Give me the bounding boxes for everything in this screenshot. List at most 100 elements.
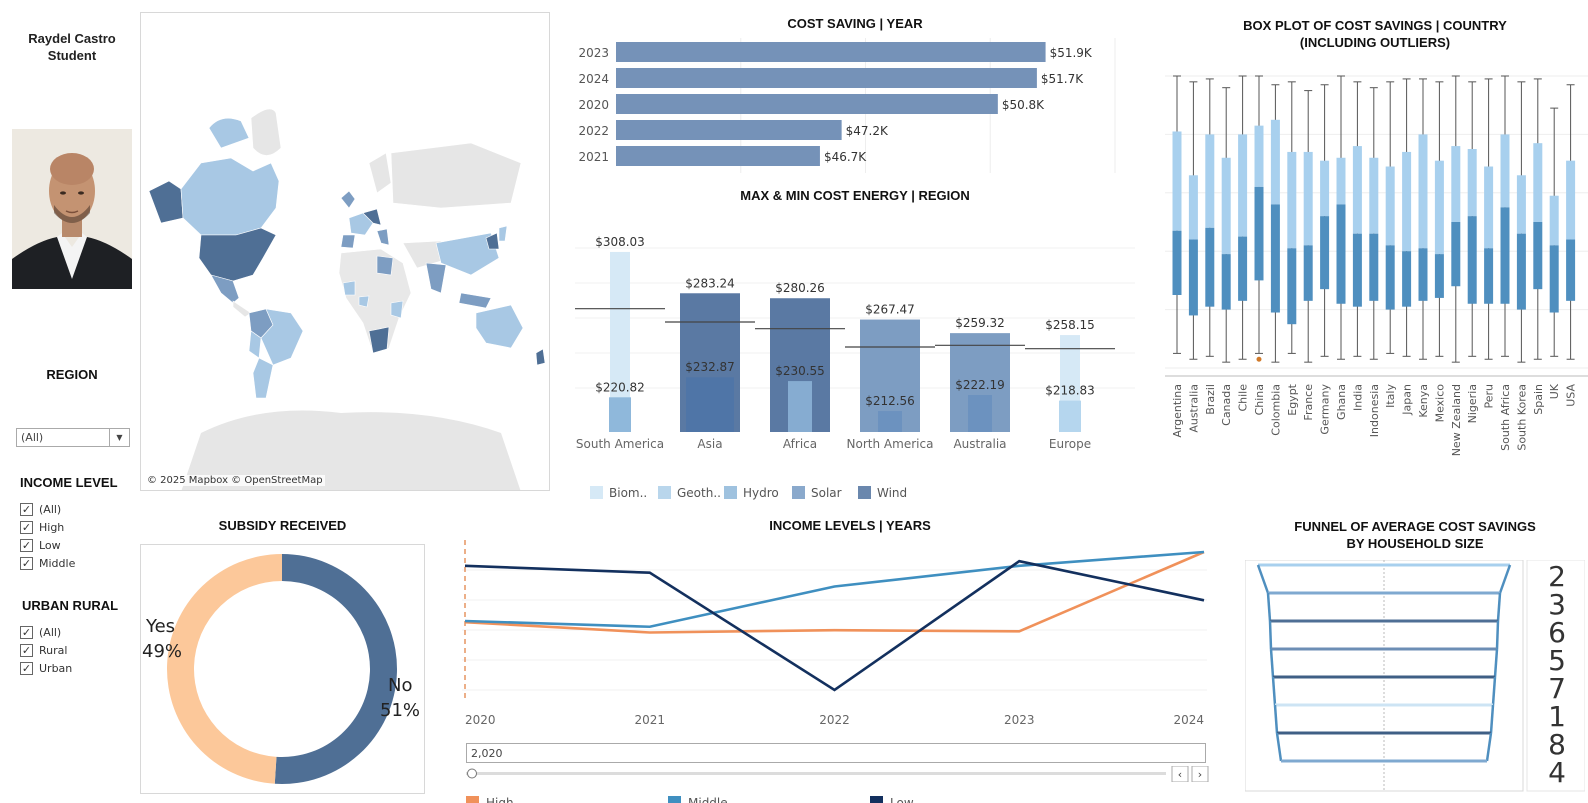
funnel-side-line bbox=[1275, 732, 1283, 762]
region-max-label: $267.47 bbox=[865, 303, 915, 317]
region-min-bar bbox=[686, 377, 734, 432]
funnel-frame bbox=[1245, 560, 1524, 792]
checkbox-checked-icon[interactable]: ✓ bbox=[20, 503, 33, 516]
income-x-tick-label: 2022 bbox=[819, 713, 850, 727]
boxplot-category-label: Chile bbox=[1237, 384, 1250, 412]
cost-saving-bar bbox=[616, 42, 1046, 62]
world-map[interactable]: © 2025 Mapbox © OpenStreetMap bbox=[140, 12, 550, 491]
cost-saving-category-label: 2022 bbox=[578, 124, 609, 138]
boxplot-category-label: Brazil bbox=[1204, 384, 1217, 415]
boxplot-lower-box bbox=[1320, 216, 1330, 290]
cost-saving-value-label: $46.7K bbox=[824, 150, 867, 164]
boxplot-upper-box bbox=[1238, 134, 1248, 237]
funnel-side-line bbox=[1256, 564, 1270, 594]
checkbox-checked-icon[interactable]: ✓ bbox=[20, 662, 33, 675]
region-max-label: $280.26 bbox=[775, 281, 825, 295]
income-option-label: Low bbox=[39, 539, 61, 552]
funnel-side-line bbox=[1485, 732, 1493, 762]
funnel-side-line bbox=[1269, 648, 1275, 678]
boxplot-lower-box bbox=[1336, 204, 1346, 304]
year-slider-value: 2,020 bbox=[471, 747, 503, 760]
boxplot-lower-box bbox=[1238, 236, 1248, 301]
region-dropdown[interactable]: (All) ▼ bbox=[16, 428, 130, 447]
region-legend-swatch bbox=[590, 486, 603, 499]
funnel-side-line bbox=[1495, 620, 1500, 650]
region-filter-title: REGION bbox=[46, 367, 98, 382]
urban-option-all[interactable]: ✓ (All) bbox=[20, 626, 61, 639]
boxplot-category-label: Japan bbox=[1401, 384, 1414, 416]
boxplot-category-label: Australia bbox=[1187, 384, 1200, 433]
funnel-label-column bbox=[1526, 560, 1585, 792]
cost-saving-category-label: 2021 bbox=[578, 150, 609, 164]
funnel-side-line bbox=[1493, 648, 1499, 678]
urban-option-label: Urban bbox=[39, 662, 73, 675]
chevron-down-icon: ▼ bbox=[109, 429, 129, 446]
income-option-middle[interactable]: ✓ Middle bbox=[20, 557, 75, 570]
world-map-svg bbox=[148, 108, 546, 490]
income-line-middle bbox=[464, 550, 1205, 629]
urban-filter-title: URBAN RURAL bbox=[22, 598, 119, 613]
funnel-side-line bbox=[1489, 704, 1495, 734]
region-legend-swatch bbox=[858, 486, 871, 499]
profile-role-text: Student bbox=[47, 48, 97, 63]
region-min-label: $220.82 bbox=[595, 380, 645, 394]
funnel-category-label: 3 bbox=[1548, 588, 1566, 621]
checkbox-checked-icon[interactable]: ✓ bbox=[20, 644, 33, 657]
cost-saving-category-label: 2024 bbox=[578, 72, 609, 86]
slider-track bbox=[466, 772, 1166, 775]
prev-year-button[interactable]: ‹ bbox=[1171, 766, 1189, 782]
funnel-side-line bbox=[1273, 704, 1279, 734]
boxplot-upper-box bbox=[1221, 157, 1231, 255]
cost-saving-value-label: $51.9K bbox=[1050, 46, 1093, 60]
profile-name-text: Raydel Castro bbox=[28, 31, 116, 46]
checkbox-checked-icon[interactable]: ✓ bbox=[20, 626, 33, 639]
boxplot-upper-box bbox=[1270, 119, 1280, 205]
boxplot-category-label: UK bbox=[1548, 383, 1561, 399]
income-option-high[interactable]: ✓ High bbox=[20, 521, 64, 534]
boxplot-category-label: France bbox=[1302, 384, 1315, 421]
boxplot-upper-box bbox=[1566, 160, 1576, 240]
income-option-low[interactable]: ✓ Low bbox=[20, 539, 61, 552]
urban-option-urban[interactable]: ✓ Urban bbox=[20, 662, 72, 675]
subsidy-slice-yes bbox=[167, 554, 282, 784]
income-x-tick-label: 2023 bbox=[1004, 713, 1035, 727]
region-max-bar bbox=[610, 251, 630, 432]
cost-saving-value-label: $50.8K bbox=[1002, 98, 1045, 112]
boxplot-lower-box bbox=[1533, 222, 1543, 290]
income-x-tick-label: 2024 bbox=[1173, 713, 1204, 727]
cost-saving-category-label: 2020 bbox=[578, 98, 609, 112]
subsidy-value-no: 51% bbox=[380, 700, 420, 721]
checkbox-checked-icon[interactable]: ✓ bbox=[20, 539, 33, 552]
checkbox-checked-icon[interactable]: ✓ bbox=[20, 557, 33, 570]
checkbox-checked-icon[interactable]: ✓ bbox=[20, 521, 33, 534]
region-legend-swatch bbox=[658, 486, 671, 499]
subsidy-donut-chart: Yes 49% No 51% bbox=[142, 554, 420, 784]
income-legend-swatch bbox=[466, 796, 479, 803]
boxplot-category-label: Indonesia bbox=[1368, 384, 1381, 437]
region-max-label: $258.15 bbox=[1045, 318, 1095, 332]
region-max-label: $259.32 bbox=[955, 316, 1005, 330]
subsidy-value-yes: 49% bbox=[142, 641, 182, 662]
slider-handle[interactable] bbox=[467, 768, 477, 779]
boxplot-lower-box bbox=[1352, 233, 1362, 307]
region-legend-label: Wind bbox=[877, 486, 907, 500]
income-x-tick-label: 2020 bbox=[465, 713, 496, 727]
funnel-title-line1: FUNNEL OF AVERAGE COST SAVINGS bbox=[1294, 519, 1536, 534]
boxplot-category-label: Egypt bbox=[1286, 383, 1299, 415]
subsidy-label-no: No bbox=[388, 675, 412, 696]
year-slider-track[interactable]: ‹ › bbox=[466, 766, 1211, 782]
income-option-label: (All) bbox=[39, 503, 62, 516]
income-option-all[interactable]: ✓ (All) bbox=[20, 503, 61, 516]
boxplot-upper-box bbox=[1402, 151, 1412, 252]
boxplot-upper-box bbox=[1516, 175, 1526, 234]
boxplot-lower-box bbox=[1188, 239, 1198, 316]
boxplot-category-label: China bbox=[1253, 384, 1266, 415]
urban-option-rural[interactable]: ✓ Rural bbox=[20, 644, 67, 657]
year-slider-input[interactable]: 2,020 bbox=[466, 743, 1206, 763]
boxplot-upper-box bbox=[1533, 143, 1543, 222]
funnel-side-line bbox=[1491, 676, 1497, 706]
boxplot-upper-box bbox=[1287, 151, 1297, 249]
next-year-button[interactable]: › bbox=[1191, 766, 1209, 782]
region-energy-chart: $308.03 $220.82 South America $283.24 $232.8… bbox=[575, 235, 1135, 451]
